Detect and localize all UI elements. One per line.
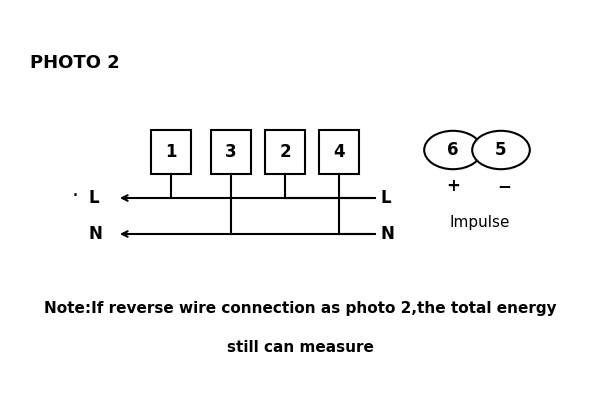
Text: 4: 4 [333, 143, 345, 161]
Text: 2: 2 [279, 143, 291, 161]
Text: still can measure: still can measure [227, 340, 373, 356]
Bar [151, 130, 191, 174]
Circle shape [424, 131, 482, 169]
Text: Note:If reverse wire connection as photo 2,the total energy: Note:If reverse wire connection as photo… [44, 300, 556, 316]
Text: 1: 1 [165, 143, 177, 161]
Bar [265, 130, 305, 174]
Bar [319, 130, 359, 174]
Text: N: N [381, 225, 395, 243]
Text: 5: 5 [495, 141, 507, 159]
Text: Impulse: Impulse [450, 214, 510, 230]
Text: L: L [89, 189, 100, 207]
Circle shape [472, 131, 530, 169]
Text: PHOTO 2: PHOTO 2 [30, 54, 120, 72]
Text: 3: 3 [225, 143, 237, 161]
Text: ·: · [71, 186, 79, 206]
Text: +: + [446, 177, 460, 195]
Text: 6: 6 [447, 141, 459, 159]
Bar [211, 130, 251, 174]
Text: −: − [497, 177, 511, 195]
Text: N: N [89, 225, 103, 243]
Text: L: L [381, 189, 392, 207]
